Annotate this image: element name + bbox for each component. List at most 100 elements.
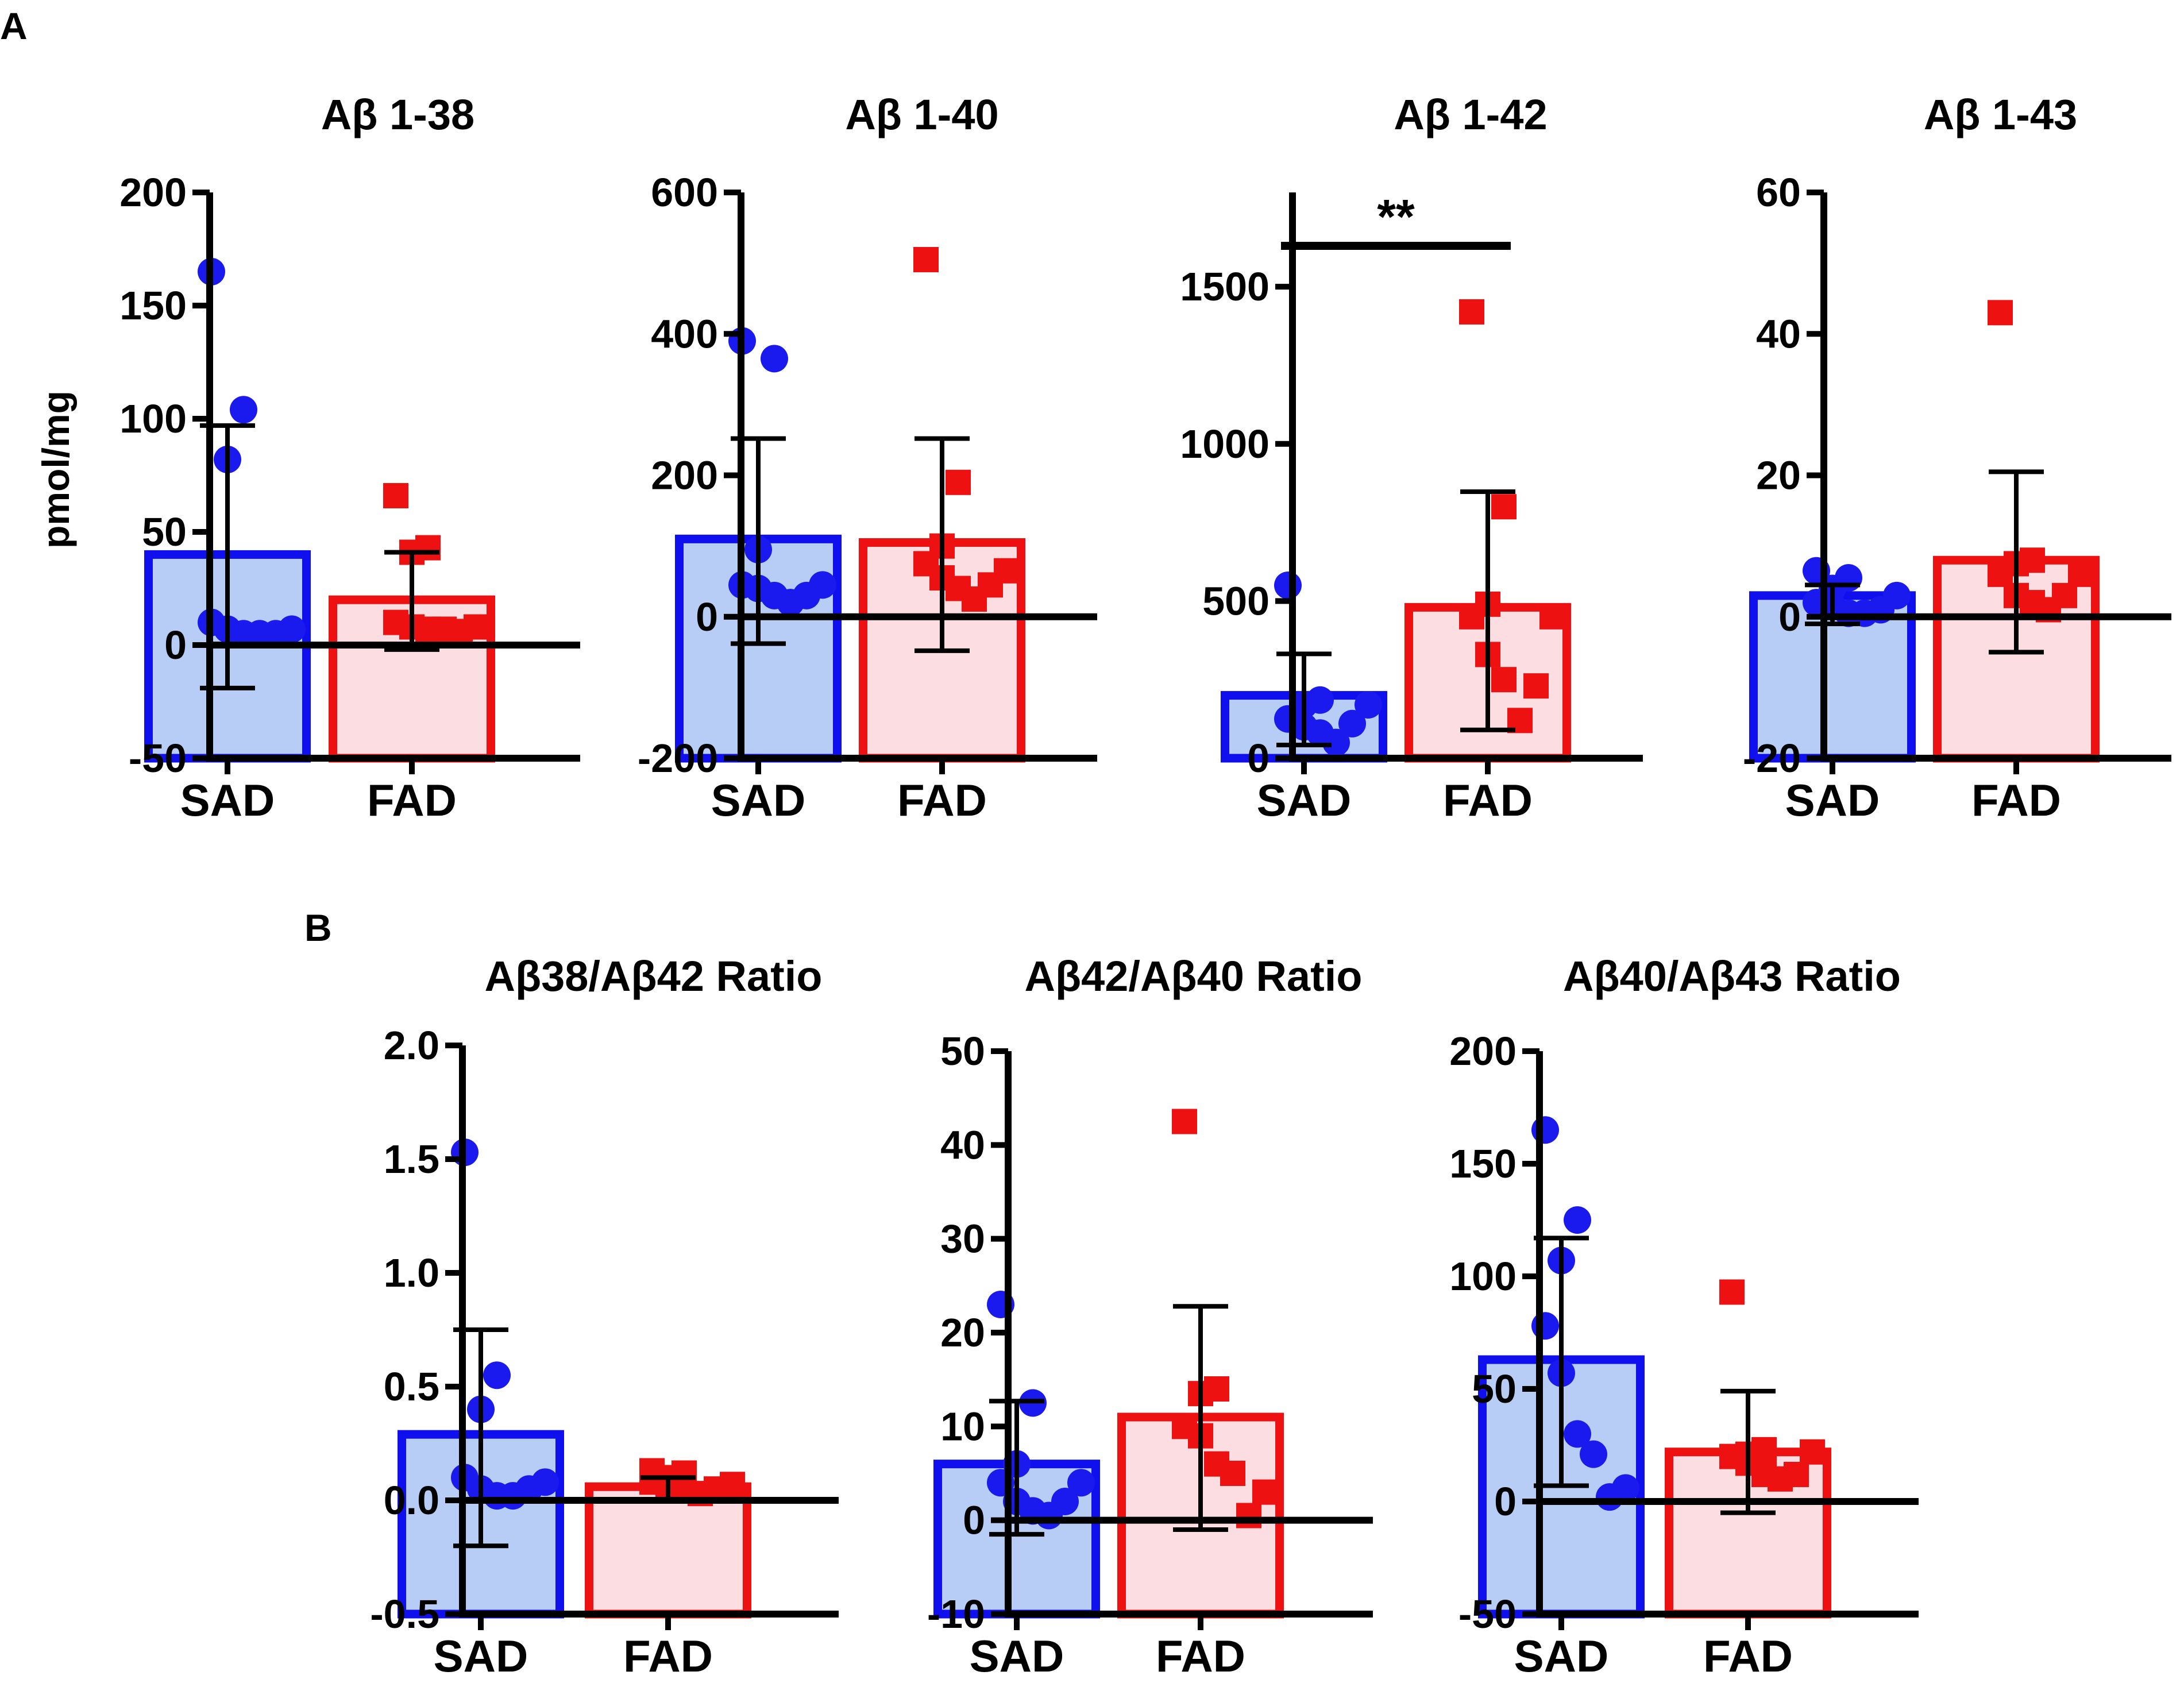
panel-label-b: B (304, 906, 332, 949)
x-tick-label-fad: FAD (623, 1631, 713, 1681)
chart-title: Aβ 1-40 (845, 91, 998, 138)
y-tick-label: -200 (638, 736, 718, 781)
significance-label: ** (1377, 190, 1415, 244)
data-point-fad (1988, 300, 2013, 326)
y-tick-label: -0.5 (370, 1592, 439, 1636)
y-axis-label: pmol/mg (34, 391, 77, 549)
data-point-fad (1988, 561, 2013, 587)
data-point-fad (1491, 667, 1517, 693)
data-point-sad (1322, 728, 1350, 756)
y-tick-label: 10 (940, 1404, 985, 1449)
data-point-sad (1355, 690, 1382, 719)
chart-title: Aβ38/Aβ42 Ratio (485, 952, 823, 1000)
y-tick-label: 50 (142, 509, 187, 554)
data-point-sad (1531, 1116, 1559, 1144)
y-tick-label: 150 (1449, 1141, 1517, 1186)
data-point-fad (1459, 299, 1484, 325)
y-tick-label: 50 (940, 1029, 985, 1074)
data-point-fad (2052, 582, 2077, 608)
y-tick-label: 40 (940, 1122, 985, 1167)
y-tick-label: 60 (1756, 170, 1801, 215)
x-tick-label-fad: FAD (1443, 775, 1533, 825)
y-tick-label: 0 (1778, 595, 1801, 639)
data-point-sad (531, 1468, 559, 1496)
y-tick-label: 1000 (1180, 422, 1270, 466)
y-tick-label: 100 (1449, 1254, 1517, 1299)
y-tick-label: 20 (1756, 453, 1801, 498)
y-tick-label: 0 (1247, 736, 1270, 781)
x-tick-label-sad: SAD (1514, 1631, 1609, 1681)
y-tick-label: 2.0 (384, 1023, 439, 1068)
data-point-fad (913, 246, 939, 272)
data-point-fad (1252, 1479, 1278, 1505)
data-point-sad (761, 345, 788, 373)
y-tick-label: 0 (1494, 1479, 1517, 1524)
data-point-fad (1719, 1279, 1745, 1305)
y-tick-label: 200 (651, 453, 718, 498)
data-point-fad (1236, 1503, 1261, 1528)
data-point-fad (383, 482, 408, 508)
data-point-sad (1051, 1488, 1079, 1515)
y-tick-label: 0 (696, 595, 718, 639)
bar-fad (585, 1482, 751, 1619)
chart-2: Aβ 1-40 -200 0 200 400 600 SAD FAD (638, 91, 1097, 825)
data-point-fad (1491, 494, 1517, 520)
x-tick-label-sad: SAD (434, 1631, 528, 1681)
data-point-fad (1172, 1109, 1197, 1134)
data-point-fad (720, 1472, 745, 1497)
y-tick-label: 40 (1756, 311, 1801, 356)
y-tick-label: 50 (1472, 1367, 1517, 1411)
data-point-fad (1539, 604, 1565, 630)
data-point-sad (1564, 1420, 1591, 1448)
data-point-sad (1580, 1440, 1607, 1468)
data-point-sad (1564, 1206, 1591, 1234)
data-point-sad (483, 1361, 511, 1389)
x-tick-label-sad: SAD (180, 775, 275, 825)
y-tick-label: 30 (940, 1217, 985, 1261)
panel-label-a: A (0, 5, 28, 47)
data-point-sad (1067, 1469, 1095, 1497)
data-point-fad (2068, 561, 2093, 587)
data-point-sad (1338, 709, 1366, 738)
chart-4: Aβ 1-43 -20 0 20 40 60 SAD FAD (1743, 91, 2171, 825)
x-tick-label-fad: FAD (367, 775, 457, 825)
chart-7: Aβ40/Aβ43 Ratio -50 0 50 100 150 200 SAD FAD (1449, 952, 1919, 1681)
chart-title: Aβ 1-38 (321, 91, 474, 138)
x-tick-label-fad: FAD (1703, 1631, 1793, 1681)
y-tick-label: 1.5 (384, 1137, 439, 1182)
y-tick-label: 200 (119, 170, 187, 215)
y-tick-label: 200 (1449, 1029, 1517, 1074)
y-tick-label: 20 (940, 1310, 985, 1355)
x-tick-label-fad: FAD (1156, 1631, 1245, 1681)
y-tick-label: 0 (963, 1498, 985, 1543)
y-tick-label: 1.0 (384, 1250, 439, 1295)
data-point-sad (1612, 1474, 1639, 1502)
data-point-fad (1220, 1461, 1245, 1486)
y-tick-label: 100 (119, 396, 187, 441)
y-tick-label: -10 (927, 1592, 985, 1636)
data-point-sad (1274, 572, 1302, 600)
chart-title: Aβ40/Aβ43 Ratio (1563, 952, 1901, 1000)
chart-3: Aβ 1-42 0 500 1000 1500 SAD FAD ** (1180, 91, 1643, 825)
y-tick-label: -50 (129, 736, 187, 781)
x-tick-label-fad: FAD (1971, 775, 2061, 825)
chart-title: Aβ 1-42 (1394, 91, 1547, 138)
y-tick-label: -20 (1743, 736, 1801, 781)
data-point-sad (278, 615, 306, 643)
chart-title: Aβ42/Aβ40 Ratio (1025, 952, 1363, 1000)
y-tick-label: 400 (651, 311, 718, 356)
data-point-sad (809, 571, 836, 599)
chart-6: Aβ42/Aβ40 Ratio -10 0 10 20 30 40 50 SAD FAD (927, 952, 1373, 1681)
x-tick-label-sad: SAD (1257, 775, 1352, 825)
y-tick-label: 1500 (1180, 264, 1270, 309)
x-tick-label-sad: SAD (711, 775, 806, 825)
data-point-fad (1784, 1461, 1809, 1487)
y-tick-label: 0 (164, 623, 187, 667)
chart-1: Aβ 1-38 pmol/mg -50 0 50 100 150 200 SAD FAD (34, 91, 580, 825)
y-tick-label: -50 (1458, 1592, 1517, 1636)
data-point-fad (994, 558, 1019, 584)
data-point-fad (1523, 673, 1549, 699)
chart-5: Aβ38/Aβ42 Ratio -0.5 0.0 0.5 1.0 1.5 2.0 SAD FAD (370, 952, 839, 1681)
